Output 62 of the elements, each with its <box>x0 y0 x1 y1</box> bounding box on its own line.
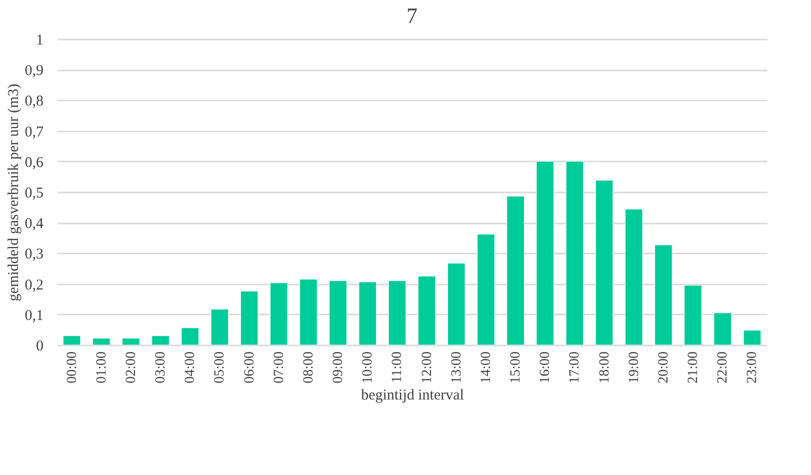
bar <box>477 234 495 346</box>
bar <box>300 278 318 346</box>
bar <box>270 282 288 346</box>
y-tick-label: 0,5 <box>24 186 44 202</box>
x-tick-label: 19:00 <box>626 352 642 384</box>
y-tick-label: 1 <box>36 32 44 48</box>
y-tick-label: 0,1 <box>24 308 44 324</box>
x-tick-label: 12:00 <box>420 352 435 384</box>
bar <box>624 208 643 346</box>
bar <box>358 282 377 346</box>
x-tick-label: 06:00 <box>242 352 258 384</box>
chart-title: 7 <box>406 3 418 28</box>
bar <box>240 290 258 346</box>
bar <box>62 336 81 346</box>
bar <box>684 285 702 346</box>
bar <box>566 161 584 346</box>
x-tick-label: 22:00 <box>716 352 731 384</box>
x-tick-label: 03:00 <box>154 352 169 384</box>
y-tick-label: 0,4 <box>24 216 44 232</box>
x-tick-label: 01:00 <box>94 352 110 384</box>
y-tick-label: 0 <box>36 338 44 354</box>
x-tick-label: 09:00 <box>331 352 346 384</box>
x-tick-label: 18:00 <box>597 352 612 384</box>
bar <box>447 263 466 346</box>
x-tick-label: 07:00 <box>272 352 287 384</box>
bar <box>329 280 347 346</box>
y-tick-label: 0,9 <box>24 63 44 80</box>
bar <box>210 308 229 346</box>
x-tick-label: 20:00 <box>656 352 672 384</box>
x-tick-label: 00:00 <box>64 352 80 384</box>
x-tick-label: 13:00 <box>449 352 464 384</box>
bar <box>714 312 732 346</box>
x-tick-label: 14:00 <box>478 352 494 384</box>
bar <box>152 336 170 346</box>
y-axis-title: gemiddeld gasverbruik per uur (m3) <box>6 84 22 302</box>
x-tick-label: 17:00 <box>568 352 583 384</box>
bar <box>536 161 554 346</box>
x-tick-label: 16:00 <box>538 352 554 384</box>
bar <box>743 330 762 346</box>
y-tick-label: 0,7 <box>24 124 44 140</box>
bar <box>122 338 140 346</box>
x-tick-label: 15:00 <box>508 352 524 384</box>
x-tick-label: 21:00 <box>686 352 702 384</box>
x-axis-title: begintijd interval <box>361 387 464 404</box>
x-tick-label: 08:00 <box>301 352 316 384</box>
bar <box>388 280 406 346</box>
x-tick-label: 23:00 <box>745 352 760 384</box>
y-tick-label: 0,3 <box>24 246 44 263</box>
x-tick-label: 04:00 <box>183 352 198 384</box>
y-tick-label: 0,6 <box>24 154 44 171</box>
bar <box>595 180 614 346</box>
y-tick-label: 0,2 <box>24 277 44 294</box>
bar <box>506 196 524 346</box>
x-tick-label: 05:00 <box>212 352 228 384</box>
x-tick-label: 11:00 <box>390 352 406 383</box>
y-tick-label: 0,8 <box>24 94 44 110</box>
x-tick-label: 02:00 <box>124 352 139 384</box>
bar <box>654 244 672 346</box>
bar <box>181 328 200 346</box>
bar <box>418 276 436 346</box>
x-tick-label: 10:00 <box>360 352 376 384</box>
bar <box>92 338 110 346</box>
